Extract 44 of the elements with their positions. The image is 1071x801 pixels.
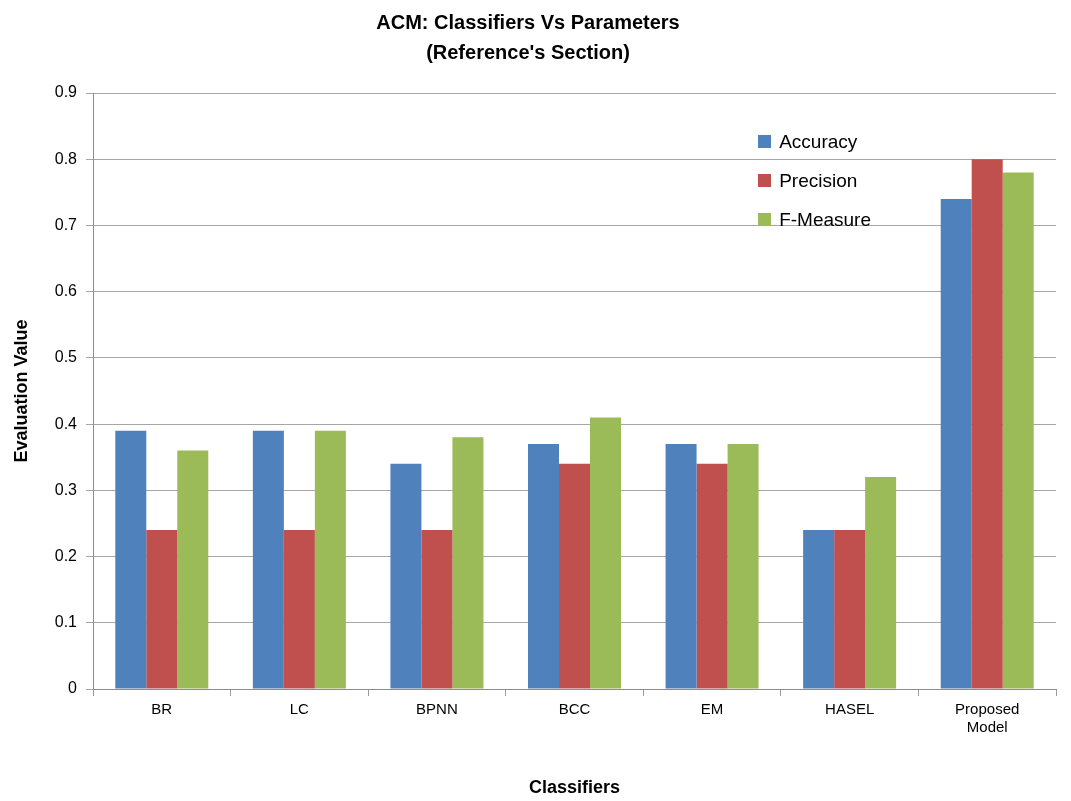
- bar: [727, 443, 759, 689]
- y-tick-label: 0.2: [54, 546, 78, 564]
- x-tick-label: HASEL: [825, 700, 875, 718]
- x-tick-label: Proposed Model: [955, 700, 1020, 736]
- bar: [803, 530, 835, 689]
- bar: [1002, 172, 1034, 689]
- x-tick-label: BPNN: [416, 700, 458, 718]
- legend-label: F-Measure: [779, 208, 871, 231]
- y-tick-label: 0.4: [54, 414, 78, 432]
- bar: [971, 159, 1003, 689]
- y-tick-label: 0.5: [54, 348, 78, 366]
- chart-title: ACM: Classifiers Vs Parameters (Reference's Section): [376, 10, 680, 63]
- x-tick-label: BCC: [558, 700, 591, 718]
- bar: [528, 443, 559, 689]
- bar: [665, 443, 697, 689]
- bar: [696, 463, 728, 689]
- bar: [283, 530, 315, 689]
- x-tick-label: BR: [151, 700, 173, 718]
- bar: [314, 430, 346, 689]
- bar: [177, 450, 209, 689]
- legend-label: Precision: [779, 169, 858, 192]
- y-axis-title: Evaluation Value: [10, 319, 31, 463]
- y-tick-label: 0.7: [54, 215, 78, 233]
- bar: [834, 530, 866, 689]
- y-tick-label: 0.1: [54, 613, 78, 631]
- bar: [390, 463, 422, 689]
- bar: [452, 437, 484, 689]
- bar: [146, 530, 178, 689]
- bar: [252, 430, 284, 689]
- y-tick-label: 0.3: [54, 480, 78, 498]
- bar: [559, 463, 590, 689]
- x-tick-label: EM: [700, 700, 724, 718]
- y-tick-label: 0.9: [54, 83, 78, 101]
- y-tick-label: 0.8: [54, 149, 78, 167]
- bar: [940, 198, 972, 689]
- x-tick-label: LC: [289, 700, 310, 718]
- y-tick-label: 0: [68, 679, 78, 697]
- y-tick-label: 0.6: [54, 282, 78, 300]
- x-axis-title: Classifiers: [528, 777, 621, 798]
- bar: [421, 530, 453, 689]
- bar: [115, 430, 147, 689]
- bar: [590, 417, 621, 689]
- bar: [865, 477, 897, 689]
- legend-label: Accuracy: [779, 130, 858, 153]
